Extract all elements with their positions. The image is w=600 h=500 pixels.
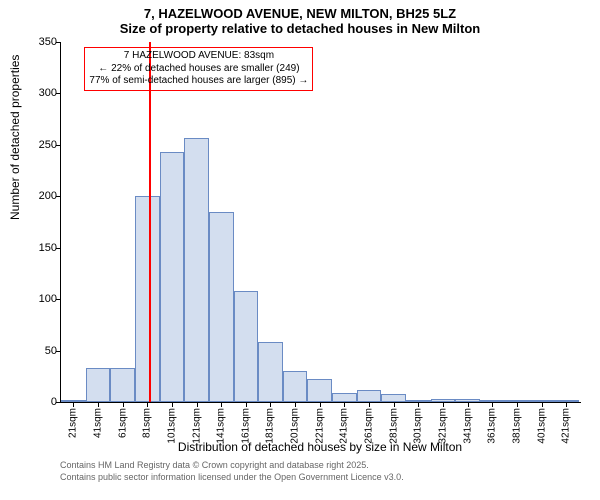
y-tick-mark: [56, 248, 61, 249]
histogram-bar: [381, 394, 406, 402]
x-tick-label: 301sqm: [413, 408, 424, 444]
x-tick-label: 121sqm: [191, 408, 202, 444]
histogram-bar: [258, 342, 283, 402]
x-tick-mark: [295, 402, 296, 407]
histogram-bar: [554, 400, 579, 402]
x-tick-label: 141sqm: [216, 408, 227, 444]
x-tick-mark: [98, 402, 99, 407]
x-tick-label: 421sqm: [561, 408, 572, 444]
footer-line1: Contains HM Land Registry data © Crown c…: [60, 460, 404, 472]
annotation-line: 77% of semi-detached houses are larger (…: [89, 75, 308, 88]
histogram-bar: [283, 371, 308, 402]
x-tick-label: 181sqm: [265, 408, 276, 444]
x-tick-mark: [517, 402, 518, 407]
x-tick-mark: [320, 402, 321, 407]
histogram-bar: [529, 400, 554, 402]
x-tick-label: 321sqm: [437, 408, 448, 444]
annotation-line: 7 HAZELWOOD AVENUE: 83sqm: [89, 50, 308, 63]
histogram-bar: [480, 400, 505, 402]
title-line1: 7, HAZELWOOD AVENUE, NEW MILTON, BH25 5L…: [0, 6, 600, 21]
x-tick-label: 161sqm: [240, 408, 251, 444]
x-tick-mark: [394, 402, 395, 407]
x-tick-mark: [369, 402, 370, 407]
x-tick-mark: [246, 402, 247, 407]
x-tick-label: 361sqm: [487, 408, 498, 444]
x-tick-mark: [418, 402, 419, 407]
histogram-bar: [234, 291, 259, 402]
histogram-bar: [160, 152, 185, 402]
histogram-bar: [61, 400, 86, 402]
histogram-bar: [86, 368, 111, 402]
y-tick-mark: [56, 196, 61, 197]
y-axis-label: Number of detached properties: [8, 55, 22, 220]
x-tick-label: 21sqm: [68, 408, 79, 438]
histogram-bar: [505, 400, 530, 402]
x-tick-label: 101sqm: [166, 408, 177, 444]
x-tick-mark: [172, 402, 173, 407]
x-axis-label: Distribution of detached houses by size …: [60, 440, 580, 454]
histogram-bar: [209, 212, 234, 402]
footer-text: Contains HM Land Registry data © Crown c…: [60, 460, 404, 483]
histogram-bar: [135, 196, 160, 402]
x-tick-mark: [443, 402, 444, 407]
histogram-bar: [307, 379, 332, 402]
annotation-line: ← 22% of detached houses are smaller (24…: [89, 63, 308, 76]
x-tick-label: 61sqm: [117, 408, 128, 438]
plot-area: 05010015020025030035021sqm41sqm61sqm81sq…: [60, 42, 581, 403]
x-tick-label: 381sqm: [511, 408, 522, 444]
x-tick-mark: [542, 402, 543, 407]
y-tick-mark: [56, 42, 61, 43]
marker-line: [149, 42, 151, 402]
x-tick-mark: [221, 402, 222, 407]
x-tick-mark: [566, 402, 567, 407]
histogram-bar: [406, 400, 431, 402]
x-tick-label: 261sqm: [364, 408, 375, 444]
histogram-bar: [431, 399, 456, 402]
title-line2: Size of property relative to detached ho…: [0, 21, 600, 36]
histogram-bar: [357, 390, 382, 402]
x-tick-mark: [468, 402, 469, 407]
x-tick-label: 201sqm: [290, 408, 301, 444]
y-tick-mark: [56, 351, 61, 352]
histogram-bar: [184, 138, 209, 402]
x-tick-mark: [492, 402, 493, 407]
x-tick-label: 81sqm: [142, 408, 153, 438]
x-tick-mark: [270, 402, 271, 407]
title-block: 7, HAZELWOOD AVENUE, NEW MILTON, BH25 5L…: [0, 0, 600, 36]
x-tick-label: 341sqm: [462, 408, 473, 444]
x-tick-mark: [123, 402, 124, 407]
histogram-bar: [110, 368, 135, 402]
footer-line2: Contains public sector information licen…: [60, 472, 404, 484]
x-tick-mark: [344, 402, 345, 407]
histogram-bar: [455, 399, 480, 402]
x-tick-label: 221sqm: [314, 408, 325, 444]
x-tick-mark: [73, 402, 74, 407]
x-tick-label: 401sqm: [536, 408, 547, 444]
x-tick-label: 41sqm: [92, 408, 103, 438]
y-tick-mark: [56, 402, 61, 403]
chart-container: 7, HAZELWOOD AVENUE, NEW MILTON, BH25 5L…: [0, 0, 600, 500]
x-tick-mark: [197, 402, 198, 407]
y-tick-mark: [56, 299, 61, 300]
x-tick-label: 281sqm: [388, 408, 399, 444]
x-tick-label: 241sqm: [339, 408, 350, 444]
y-tick-mark: [56, 145, 61, 146]
annotation-box: 7 HAZELWOOD AVENUE: 83sqm← 22% of detach…: [84, 47, 313, 91]
x-tick-mark: [147, 402, 148, 407]
histogram-bar: [332, 393, 357, 402]
y-tick-mark: [56, 93, 61, 94]
